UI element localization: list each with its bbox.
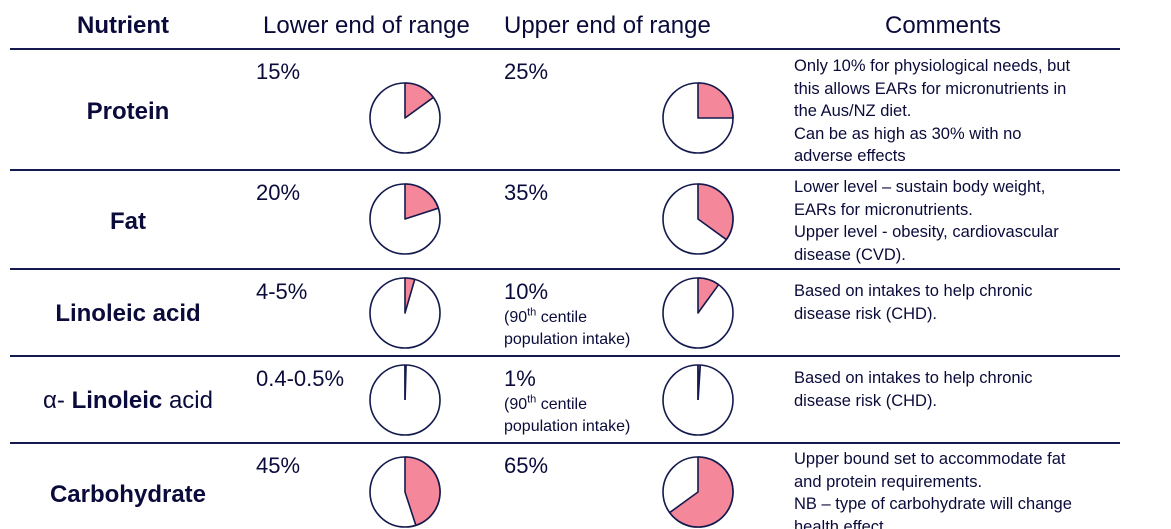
note-line: (90th centile	[504, 307, 630, 329]
lower-value: 4-5%	[256, 279, 308, 304]
row-divider	[10, 442, 1120, 444]
header-lower-end: Lower end of range	[263, 12, 470, 39]
table-row-alpha-linoleic-acid: α- Linoleic acid 0.4-0.5% 1% (90th centi…	[0, 356, 1171, 442]
header-comments: Comments	[885, 12, 1002, 39]
comment-line: disease (CVD).	[794, 245, 906, 264]
comment-line: Based on intakes to help chronic	[794, 282, 1033, 300]
upper-value: 10%	[504, 279, 549, 304]
comment-line: NB – type of carbohydrate will change	[794, 495, 1072, 513]
nutrient-name: α- Linoleic acid	[0, 387, 256, 415]
lower-value: 45%	[256, 453, 301, 478]
comment-line: EARs for micronutrients.	[794, 200, 973, 219]
pie-slice	[697, 365, 702, 401]
table-row-linoleic-acid: Linoleic acid 4-5% 10% (90th centile pop…	[0, 269, 1171, 355]
comment-line: Lower level – sustain body weight,	[794, 178, 1046, 196]
comment-text: Based on intakes to help chronic disease…	[794, 367, 1033, 412]
upper-value: 35%	[504, 180, 549, 205]
upper-value: 1%	[504, 366, 536, 391]
nutrient-main: Linoleic	[71, 387, 163, 414]
pie-slice	[404, 364, 407, 401]
comment-line: disease risk (CHD).	[794, 391, 938, 410]
header-nutrient: Nutrient	[77, 12, 169, 39]
note-sup: th	[527, 393, 537, 406]
pie-slice	[404, 183, 440, 220]
pie-chart-alpha-linoleic-upper	[662, 364, 734, 436]
nutrient-name: Protein	[86, 98, 170, 125]
upper-value: 65%	[504, 453, 549, 478]
comment-line: this allows EARs for micronutrients in	[794, 79, 1067, 98]
comment-line: Based on intakes to help chronic	[794, 369, 1033, 387]
pie-slice	[404, 456, 441, 527]
pie-slice	[668, 456, 734, 528]
note-sup: th	[527, 306, 537, 319]
upper-note: (90th centile population intake)	[504, 394, 630, 438]
note-line: population intake)	[504, 331, 631, 348]
lower-value: 15%	[256, 59, 301, 84]
note-line: (90th centile	[504, 394, 630, 416]
comment-line: Can be as high as 30% with no	[794, 124, 1022, 143]
pie-slice	[697, 183, 734, 241]
row-divider	[10, 169, 1120, 171]
nutrient-prefix: α-	[43, 387, 65, 414]
table-row-fat: Fat 20% 35% Lower level – sustain body w…	[0, 170, 1171, 268]
pie-slice	[697, 277, 720, 314]
pie-chart-protein-lower	[369, 82, 441, 154]
comment-line: adverse effects	[794, 147, 906, 165]
comment-text: Only 10% for physiological needs, but th…	[794, 55, 1070, 168]
note-open: (90	[504, 396, 528, 413]
comment-line: and protein requirements.	[794, 472, 983, 491]
comment-text: Based on intakes to help chronic disease…	[794, 280, 1033, 325]
note-rest: centile	[536, 396, 588, 413]
upper-value: 25%	[504, 59, 549, 84]
lower-value: 0.4-0.5%	[256, 366, 345, 391]
pie-chart-carbohydrate-lower	[369, 456, 441, 528]
table-row-carbohydrate: Carbohydrate 45% 65% Upper bound set to …	[0, 443, 1171, 529]
comment-line: Upper bound set to accommodate fat	[794, 450, 1066, 468]
pie-chart-fat-lower	[369, 183, 441, 255]
note-line: population intake)	[504, 418, 631, 435]
lower-value: 20%	[256, 180, 301, 205]
pie-chart-protein-upper	[662, 82, 734, 154]
comment-line: Only 10% for physiological needs, but	[794, 57, 1071, 75]
table-row-protein: Protein 15% 25% Only 10% for physiologic…	[0, 49, 1171, 169]
nutrient-name: Fat	[110, 208, 146, 235]
upper-note: (90th centile population intake)	[504, 307, 630, 351]
row-divider	[10, 48, 1120, 50]
comment-line: the Aus/NZ diet.	[794, 102, 912, 120]
pie-chart-carbohydrate-upper	[662, 456, 734, 528]
nutrient-name: Linoleic acid	[55, 300, 201, 327]
header-upper-end: Upper end of range	[504, 12, 711, 39]
row-divider	[10, 355, 1120, 357]
nutrient-name: Carbohydrate	[49, 481, 207, 508]
note-rest: centile	[536, 309, 588, 326]
comment-line: disease risk (CHD).	[794, 304, 938, 323]
nutrient-suffix: acid	[168, 387, 213, 414]
comment-line: Upper level - obesity, cardiovascular	[794, 223, 1059, 241]
pie-chart-alpha-linoleic-lower	[369, 364, 441, 436]
row-divider	[10, 268, 1120, 270]
comment-line: health effect.	[794, 517, 889, 529]
pie-slice	[404, 277, 416, 314]
pie-chart-linoleic-lower	[369, 277, 441, 349]
pie-chart-linoleic-upper	[662, 277, 734, 349]
note-open: (90	[504, 309, 528, 326]
pie-slice	[404, 82, 435, 119]
pie-slice	[697, 82, 734, 119]
comment-text: Lower level – sustain body weight, EARs …	[794, 176, 1059, 266]
comment-text: Upper bound set to accommodate fat and p…	[794, 448, 1072, 529]
pie-chart-fat-upper	[662, 183, 734, 255]
